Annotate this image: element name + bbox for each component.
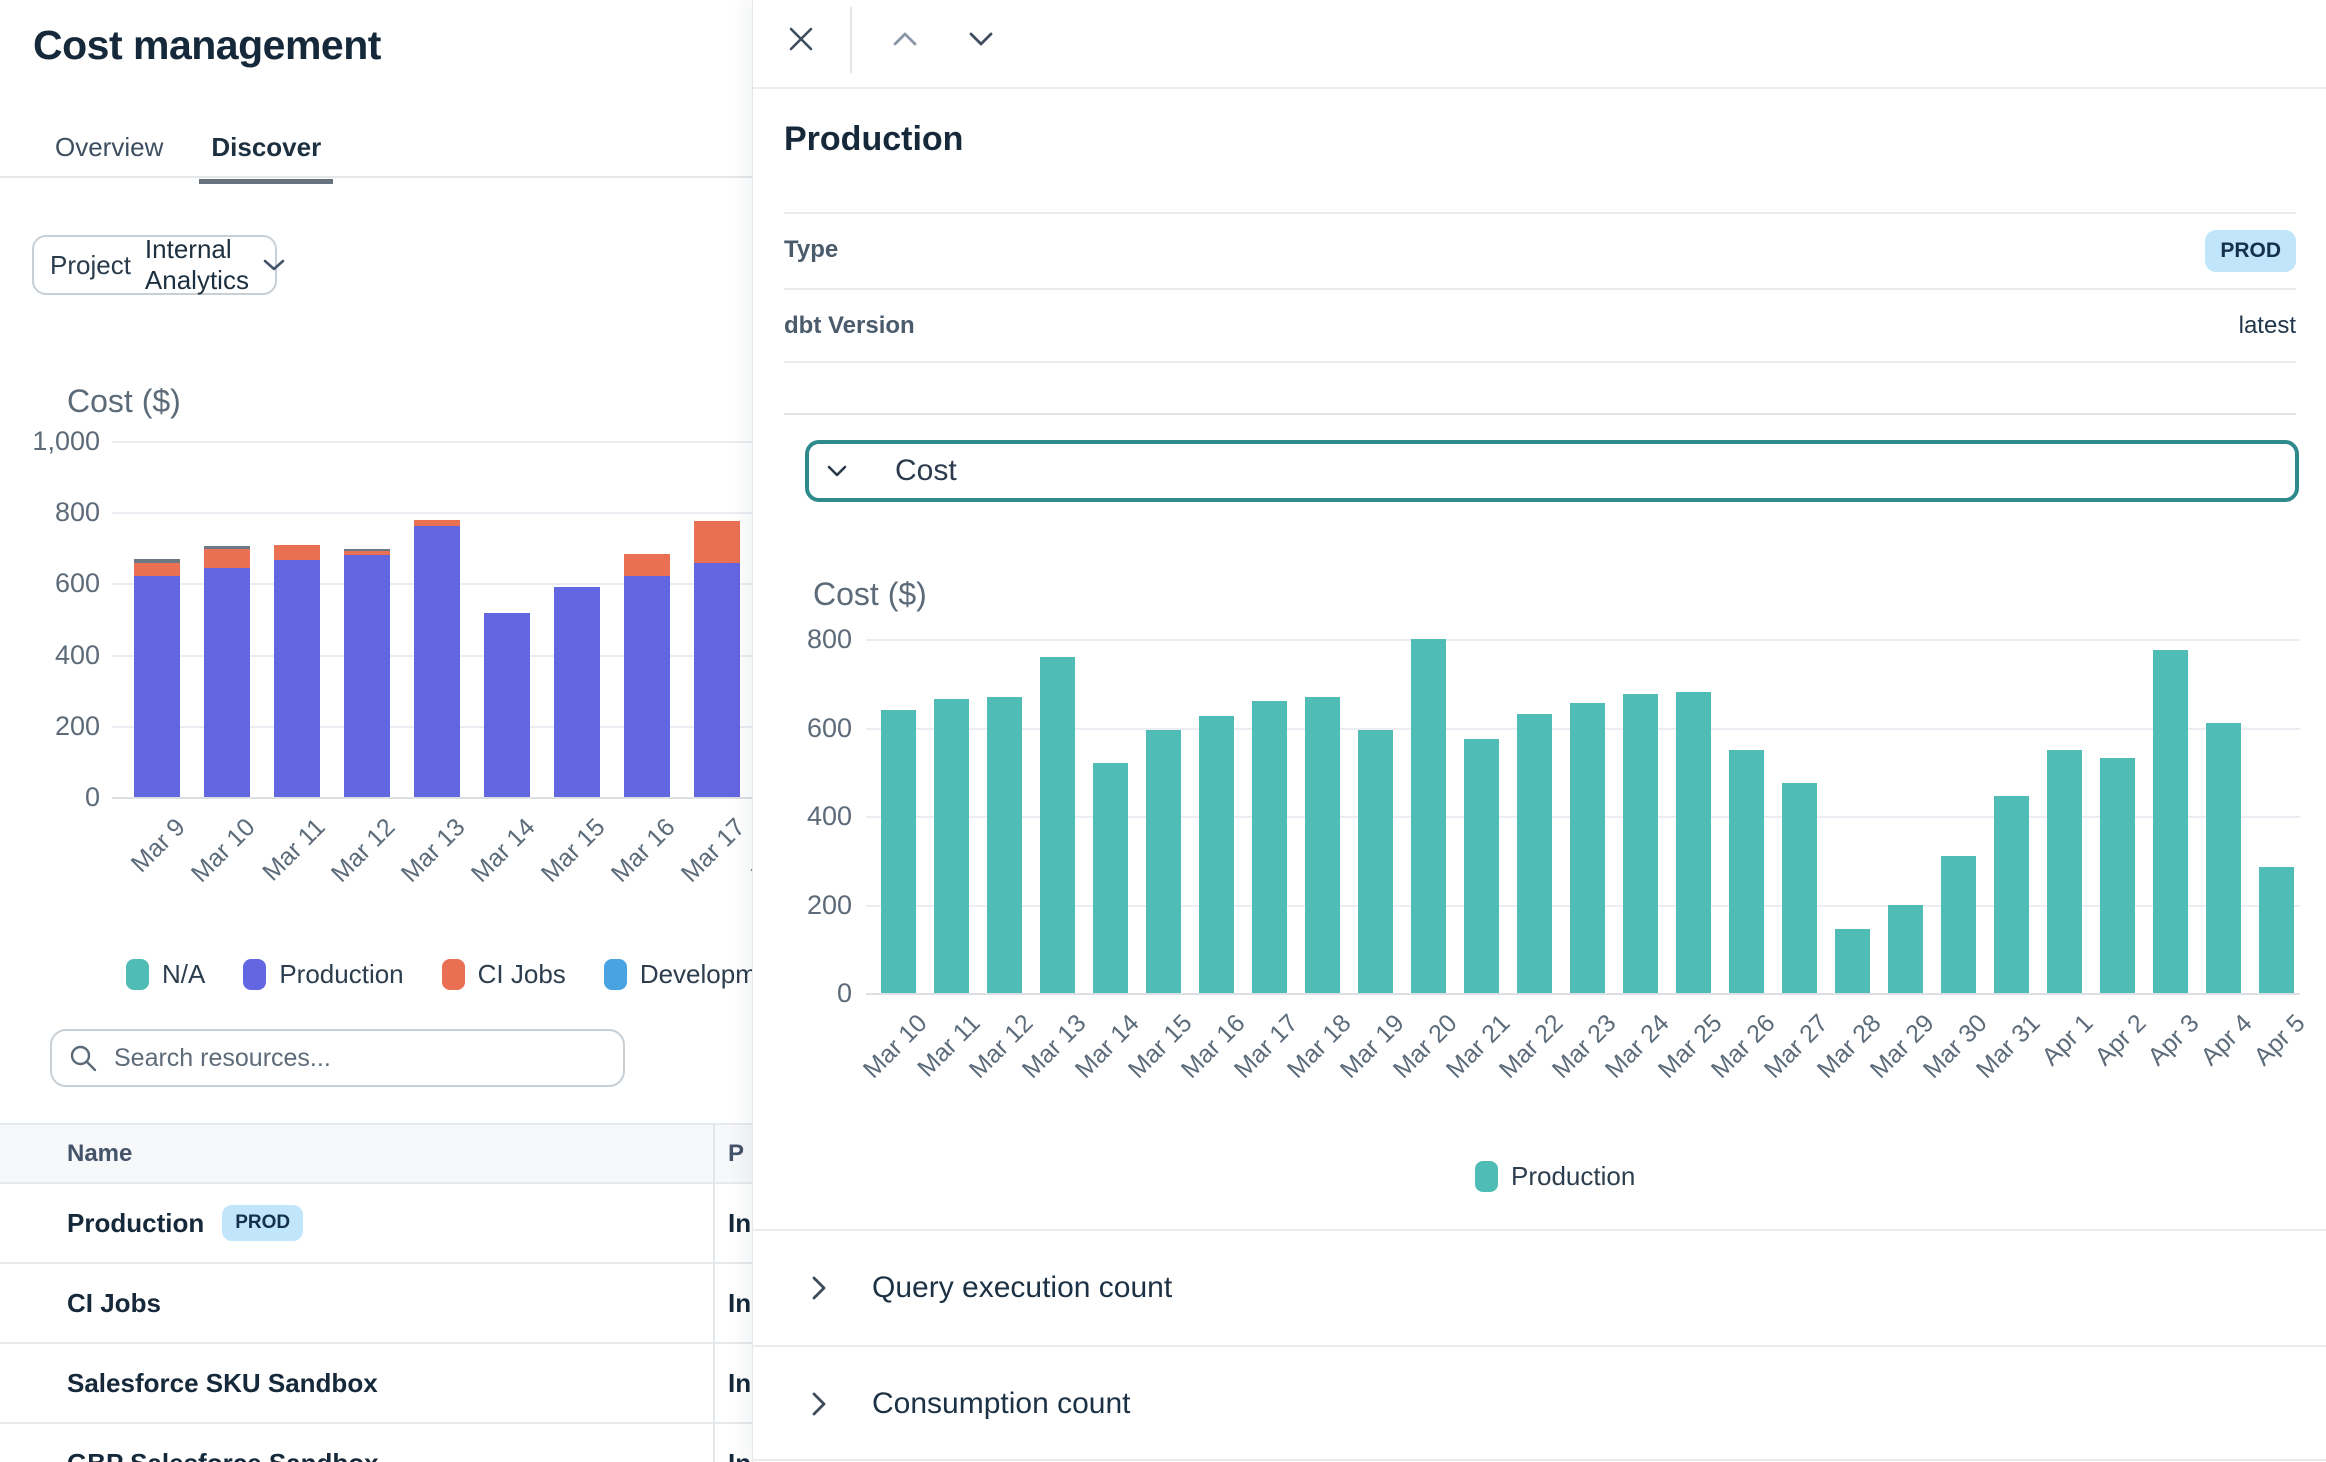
bar-segment-other — [204, 546, 250, 549]
project-filter-dropdown[interactable]: Project Internal Analytics — [32, 234, 285, 295]
legend-swatch — [441, 959, 465, 990]
bar-segment-production — [484, 612, 530, 797]
bar-segment-production — [274, 560, 320, 797]
legend-swatch — [126, 959, 149, 990]
bar-segment-other — [344, 549, 390, 552]
left-chart-legend: N/A Production CI Jobs Development — [126, 959, 793, 990]
search-input[interactable] — [112, 1042, 607, 1074]
legend-swatch — [603, 959, 627, 990]
left-chart-title: Cost ($) — [67, 383, 181, 419]
x-tick-label: Mar 15 — [535, 813, 611, 888]
legend-item-production[interactable]: Production — [243, 959, 404, 990]
column-divider — [713, 1123, 715, 1462]
table-row-gbp-salesforce-sandbox[interactable]: GBP Salesforce Sandbox In — [0, 1424, 752, 1462]
bar-segment-ci-jobs — [624, 554, 670, 577]
bar-segment-production — [554, 586, 600, 797]
y-tick-label: 400 — [54, 639, 100, 670]
x-tick-label: Mar 16 — [605, 813, 681, 888]
resource-name: Salesforce SKU Sandbox — [67, 1367, 378, 1398]
bar-segment-ci-jobs — [414, 520, 460, 527]
field-label-type: Type — [784, 236, 839, 263]
resource-name: Production — [67, 1207, 205, 1238]
bar-segment-ci-jobs — [204, 548, 250, 569]
close-button[interactable] — [779, 17, 823, 61]
y-tick-label: 600 — [54, 568, 100, 599]
prod-badge: PROD — [222, 1205, 304, 1241]
bar-segment-production — [344, 554, 390, 797]
tab-overview[interactable]: Overview — [55, 132, 164, 162]
previous-item-button[interactable] — [883, 17, 927, 61]
toolbar-divider — [850, 7, 852, 73]
second-column-cell: In — [728, 1448, 751, 1462]
bar-segment-ci-jobs — [694, 520, 740, 564]
field-value-dbt-version: latest — [2238, 312, 2296, 339]
x-tick-label: Mar 12 — [325, 813, 401, 888]
chevron-up-icon — [893, 32, 917, 46]
tab-discover[interactable]: Discover — [199, 132, 334, 184]
next-item-button[interactable] — [959, 17, 1003, 61]
field-label-dbt-version: dbt Version — [784, 312, 915, 339]
y-tick-label: 1,000 — [32, 426, 100, 456]
legend-label: CI Jobs — [477, 959, 566, 989]
y-tick-label: 200 — [54, 710, 100, 741]
legend-swatch — [243, 959, 267, 990]
panel-title: Production — [784, 120, 964, 158]
y-tick-label: 800 — [54, 497, 100, 528]
table-header-row: Name P — [0, 1123, 752, 1184]
chevron-down-icon — [969, 32, 993, 46]
bar-segment-production — [204, 568, 250, 797]
x-tick-label: Mar 17 — [675, 813, 751, 888]
project-filter-label: Project — [50, 249, 131, 280]
x-tick-label: Mar 11 — [257, 813, 331, 887]
page-title: Cost management — [33, 22, 381, 68]
second-column-cell: In — [728, 1367, 752, 1398]
section-label-cost: Cost — [895, 454, 957, 487]
bar-segment-production — [414, 526, 460, 797]
column-header-second: P — [728, 1139, 745, 1167]
bar-segment-production — [134, 576, 180, 797]
search-box[interactable] — [50, 1029, 625, 1087]
bar-segment-ci-jobs — [134, 562, 180, 577]
x-tick-label: Mar 10 — [185, 813, 261, 888]
project-filter-value: Internal Analytics — [144, 234, 249, 295]
column-header-name: Name — [67, 1139, 133, 1167]
type-badge: PROD — [2205, 230, 2296, 272]
x-tick-label: Mar 14 — [465, 813, 541, 888]
legend-label: Production — [279, 959, 404, 989]
table-row-ci-jobs[interactable]: CI Jobs In — [0, 1264, 752, 1344]
legend-item-ci-jobs[interactable]: CI Jobs — [441, 959, 566, 990]
bar-segment-other — [134, 559, 180, 563]
section-cost-expanded[interactable]: Cost — [805, 440, 2299, 502]
resource-name: GBP Salesforce Sandbox — [67, 1448, 379, 1462]
search-icon — [68, 1043, 98, 1073]
table-row-production[interactable]: Production PROD In — [0, 1184, 752, 1264]
resource-name: CI Jobs — [67, 1287, 161, 1318]
tab-bar: Overview Discover — [43, 132, 334, 184]
bar-segment-production — [624, 576, 670, 797]
y-tick-label: 0 — [84, 782, 100, 812]
x-tick-label: Mar 9 — [125, 813, 191, 878]
chevron-down-icon — [827, 465, 847, 478]
second-column-cell: In — [728, 1287, 752, 1318]
close-icon — [789, 27, 813, 51]
bar-segment-ci-jobs — [274, 544, 320, 561]
legend-item-n-a[interactable]: N/A — [126, 959, 205, 990]
details-panel: Production Type PROD dbt Version latest … — [752, 0, 2326, 1462]
chevron-down-icon — [263, 258, 285, 272]
legend-label: N/A — [162, 959, 206, 989]
tabs-divider — [0, 176, 752, 178]
x-tick-label: Mar 13 — [395, 813, 471, 888]
bar-segment-production — [694, 563, 740, 797]
second-column-cell: In — [728, 1207, 752, 1238]
panel-toolbar — [753, 0, 2326, 89]
bar-segment-ci-jobs — [344, 551, 390, 555]
table-row-salesforce-sku-sandbox[interactable]: Salesforce SKU Sandbox In — [0, 1344, 752, 1424]
